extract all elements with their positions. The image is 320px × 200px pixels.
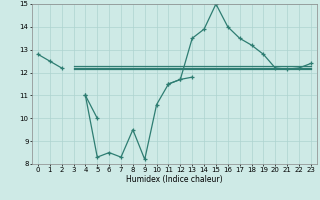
- X-axis label: Humidex (Indice chaleur): Humidex (Indice chaleur): [126, 175, 223, 184]
